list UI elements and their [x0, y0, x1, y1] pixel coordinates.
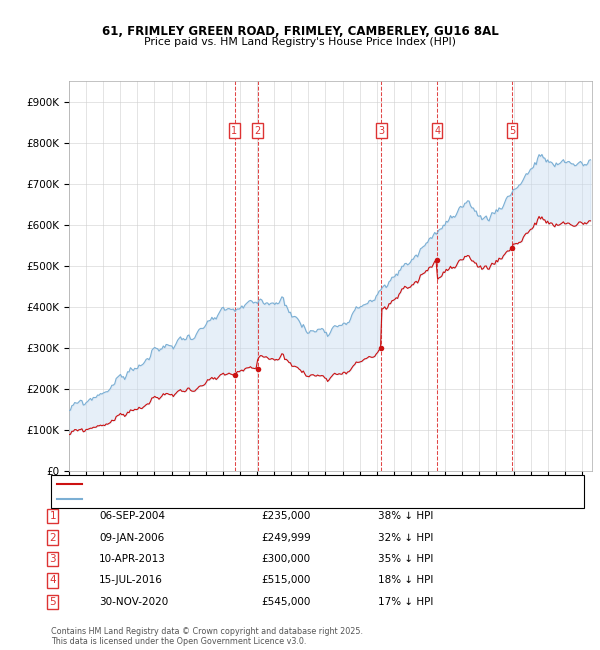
Text: 1: 1: [232, 125, 238, 135]
Text: 35% ↓ HPI: 35% ↓ HPI: [378, 554, 433, 564]
Text: 06-SEP-2004: 06-SEP-2004: [99, 511, 165, 521]
Text: £235,000: £235,000: [261, 511, 310, 521]
Text: 61, FRIMLEY GREEN ROAD, FRIMLEY, CAMBERLEY, GU16 8AL (detached house): 61, FRIMLEY GREEN ROAD, FRIMLEY, CAMBERL…: [88, 480, 461, 488]
Text: 18% ↓ HPI: 18% ↓ HPI: [378, 575, 433, 586]
Text: 10-APR-2013: 10-APR-2013: [99, 554, 166, 564]
Text: £515,000: £515,000: [261, 575, 310, 586]
Text: 15-JUL-2016: 15-JUL-2016: [99, 575, 163, 586]
Text: Contains HM Land Registry data © Crown copyright and database right 2025.: Contains HM Land Registry data © Crown c…: [51, 627, 363, 636]
Text: 4: 4: [49, 575, 56, 586]
Text: 1: 1: [49, 511, 56, 521]
Text: 61, FRIMLEY GREEN ROAD, FRIMLEY, CAMBERLEY, GU16 8AL: 61, FRIMLEY GREEN ROAD, FRIMLEY, CAMBERL…: [101, 25, 499, 38]
Text: 5: 5: [509, 125, 515, 135]
Text: 3: 3: [49, 554, 56, 564]
Text: 38% ↓ HPI: 38% ↓ HPI: [378, 511, 433, 521]
Text: 3: 3: [379, 125, 385, 135]
Text: 32% ↓ HPI: 32% ↓ HPI: [378, 532, 433, 543]
Text: 09-JAN-2006: 09-JAN-2006: [99, 532, 164, 543]
Text: £249,999: £249,999: [261, 532, 311, 543]
Text: 17% ↓ HPI: 17% ↓ HPI: [378, 597, 433, 607]
Text: 4: 4: [434, 125, 440, 135]
Text: £545,000: £545,000: [261, 597, 310, 607]
Text: 2: 2: [49, 532, 56, 543]
Text: 5: 5: [49, 597, 56, 607]
Text: 30-NOV-2020: 30-NOV-2020: [99, 597, 168, 607]
Text: Price paid vs. HM Land Registry's House Price Index (HPI): Price paid vs. HM Land Registry's House …: [144, 37, 456, 47]
Text: £300,000: £300,000: [261, 554, 310, 564]
Text: 2: 2: [254, 125, 261, 135]
Text: This data is licensed under the Open Government Licence v3.0.: This data is licensed under the Open Gov…: [51, 637, 307, 646]
Text: HPI: Average price, detached house, Surrey Heath: HPI: Average price, detached house, Surr…: [88, 495, 327, 503]
